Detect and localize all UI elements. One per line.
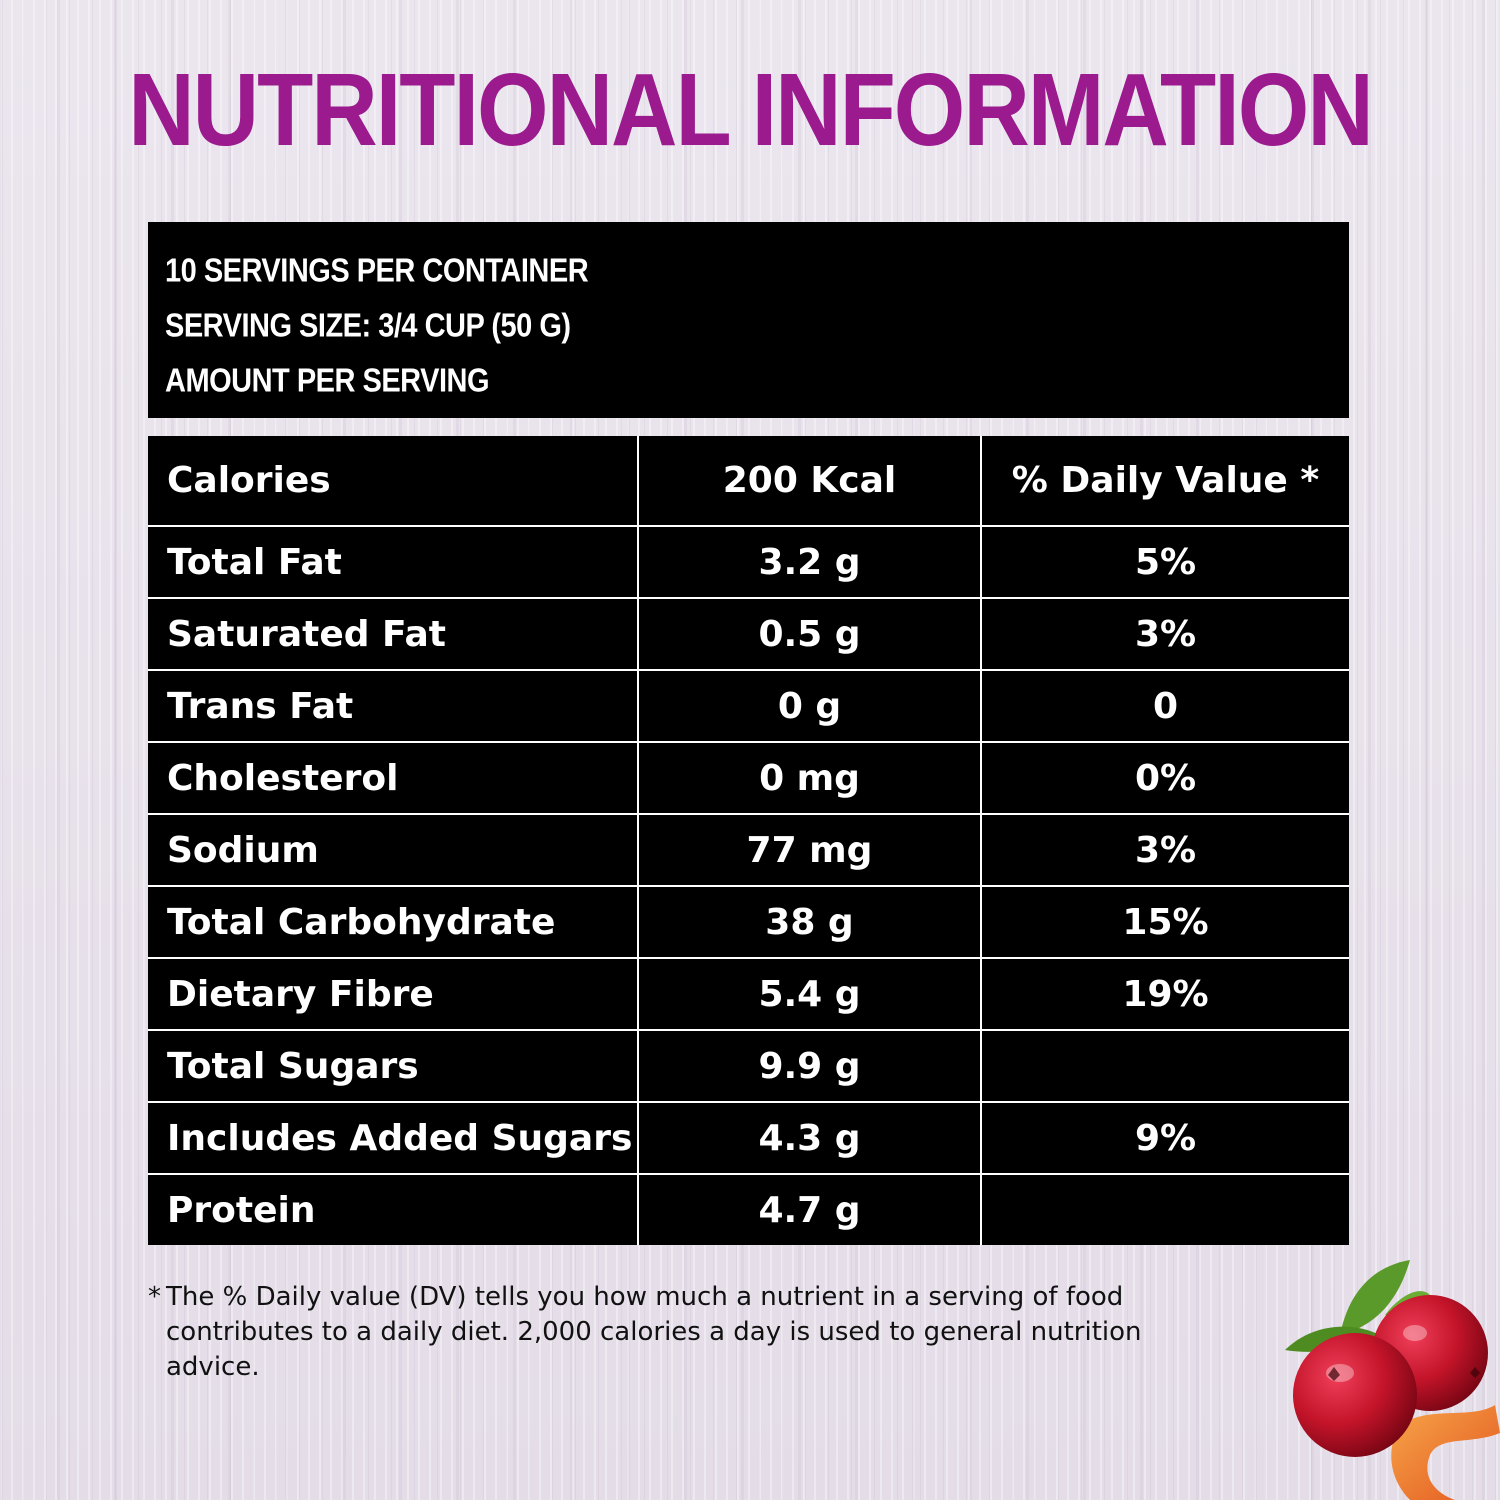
nutrient-name: Total Sugars <box>148 1029 639 1103</box>
nutrient-amount: 0 mg <box>637 741 982 815</box>
daily-value-footnote: * The % Daily value (DV) tells you how mu… <box>148 1280 1268 1385</box>
serving-size: SERVING SIZE: 3/4 CUP (50 G) <box>165 307 571 345</box>
table-row: Includes Added Sugars 4.3 g 9% <box>148 1101 1349 1175</box>
nutrient-daily-value: 3% <box>980 597 1349 671</box>
daily-value-header: % Daily Value * <box>980 436 1349 527</box>
nutrient-daily-value <box>980 1029 1349 1103</box>
footnote-line: advice. <box>166 1352 260 1382</box>
servings-per-container: 10 SERVINGS PER CONTAINER <box>165 252 589 290</box>
leaf <box>1340 1260 1410 1335</box>
page-title: NUTRITIONAL INFORMATION <box>128 53 1374 168</box>
table-row: Total Fat 3.2 g 5% <box>148 525 1349 599</box>
footnote-line: * The % Daily value (DV) tells you how mu… <box>148 1280 1268 1315</box>
table-row: Total Carbohydrate 38 g 15% <box>148 885 1349 959</box>
nutrient-daily-value: 19% <box>980 957 1349 1031</box>
nutrient-amount: 3.2 g <box>637 525 982 599</box>
nutrient-amount: 9.9 g <box>637 1029 982 1103</box>
nutrient-amount: 4.3 g <box>637 1101 982 1175</box>
table-row: Cholesterol 0 mg 0% <box>148 741 1349 815</box>
table-row: Dietary Fibre 5.4 g 19% <box>148 957 1349 1031</box>
nutrient-name: Total Carbohydrate <box>148 885 639 959</box>
footnote-marker: * <box>148 1282 161 1312</box>
nutrient-name: Total Fat <box>148 525 639 599</box>
nutrient-amount: 0 g <box>637 669 982 743</box>
nutrient-name: Trans Fat <box>148 669 639 743</box>
nutrient-name: Dietary Fibre <box>148 957 639 1031</box>
nutrient-daily-value: 9% <box>980 1101 1349 1175</box>
nutrient-daily-value: 15% <box>980 885 1349 959</box>
nutrient-name: Protein <box>148 1173 639 1245</box>
table-header-row: Calories 200 Kcal % Daily Value * <box>148 436 1349 527</box>
cranberries-icon <box>1285 1260 1500 1500</box>
nutrient-name: Includes Added Sugars <box>148 1101 639 1175</box>
nutrient-daily-value: 0 <box>980 669 1349 743</box>
nutrient-name: Sodium <box>148 813 639 887</box>
amount-per-serving: AMOUNT PER SERVING <box>165 362 490 400</box>
nutrient-name: Cholesterol <box>148 741 639 815</box>
nutrient-amount: 0.5 g <box>637 597 982 671</box>
nutrient-amount: 4.7 g <box>637 1173 982 1245</box>
nutrient-amount: 77 mg <box>637 813 982 887</box>
nutrient-daily-value <box>980 1173 1349 1245</box>
nutrient-amount: 38 g <box>637 885 982 959</box>
nutrition-table: Calories 200 Kcal % Daily Value * Total … <box>148 436 1349 1245</box>
nutrient-amount: 5.4 g <box>637 957 982 1031</box>
table-row: Sodium 77 mg 3% <box>148 813 1349 887</box>
calories-value: 200 Kcal <box>637 436 982 527</box>
serving-info-panel: 10 SERVINGS PER CONTAINER SERVING SIZE: … <box>148 222 1349 418</box>
footnote-text: The % Daily value (DV) tells you how muc… <box>166 1282 1124 1312</box>
nutrient-daily-value: 0% <box>980 741 1349 815</box>
table-row: Protein 4.7 g <box>148 1173 1349 1245</box>
nutrient-daily-value: 5% <box>980 525 1349 599</box>
orange-peel <box>1391 1405 1500 1500</box>
berry <box>1293 1333 1417 1457</box>
calories-label: Calories <box>148 436 639 527</box>
nutrient-name: Saturated Fat <box>148 597 639 671</box>
footnote-line: contributes to a daily diet. 2,000 calor… <box>166 1317 1142 1347</box>
table-row: Trans Fat 0 g 0 <box>148 669 1349 743</box>
nutrient-daily-value: 3% <box>980 813 1349 887</box>
table-row: Total Sugars 9.9 g <box>148 1029 1349 1103</box>
table-row: Saturated Fat 0.5 g 3% <box>148 597 1349 671</box>
